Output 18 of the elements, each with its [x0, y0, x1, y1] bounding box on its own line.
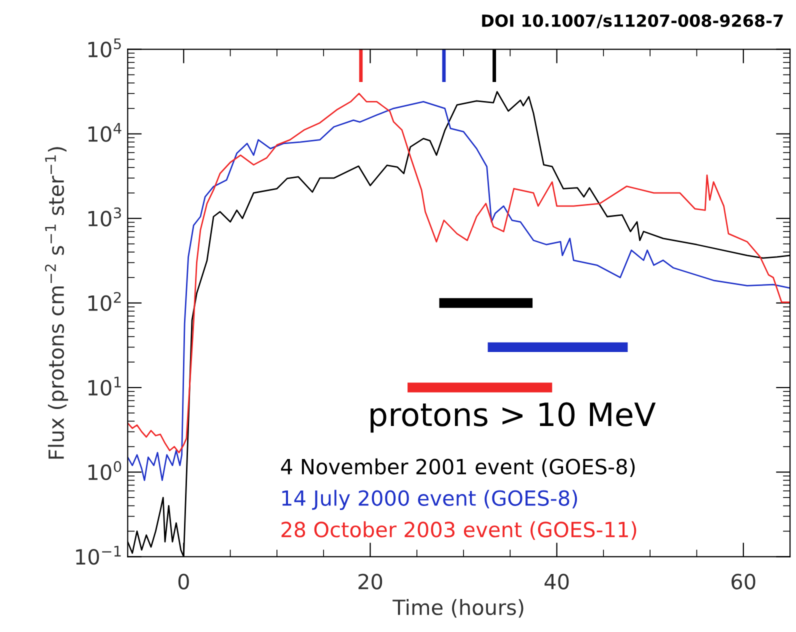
x-axis-title: Time (hours)	[392, 599, 524, 618]
y-axis-title: Flux (protons cm$^{−2}$ s$^{−1}$ ster$^{−1}$)	[44, 147, 68, 459]
y-tick-label: 10$^{0}$	[88, 461, 122, 480]
text: 14 July 2000 event (GOES-8)	[282, 490, 578, 510]
y-tick-label: 10$^{−1}$	[76, 546, 121, 565]
x-tick-label: 40	[544, 574, 569, 590]
text: 28 October 2003 event (GOES-11)	[282, 521, 636, 540]
y-tick-label: 10$^{1}$	[88, 376, 121, 396]
text: DOI 10.1007/s11207-008-9268-7	[482, 14, 783, 28]
y-tick-label: 10$^{4}$	[88, 123, 122, 142]
text: 4 November 2001 event (GOES-8)	[281, 458, 635, 477]
x-tick-label: 60	[732, 574, 756, 590]
y-tick-label: 10$^{5}$	[88, 38, 121, 58]
x-tick-label: 0	[178, 574, 189, 590]
y-tick-label: 10$^{3}$	[88, 207, 121, 226]
annotation: protons > 10 MeV	[370, 402, 656, 433]
y-tick-label: 10$^{2}$	[88, 292, 121, 312]
x-tick-label: 20	[358, 574, 382, 590]
